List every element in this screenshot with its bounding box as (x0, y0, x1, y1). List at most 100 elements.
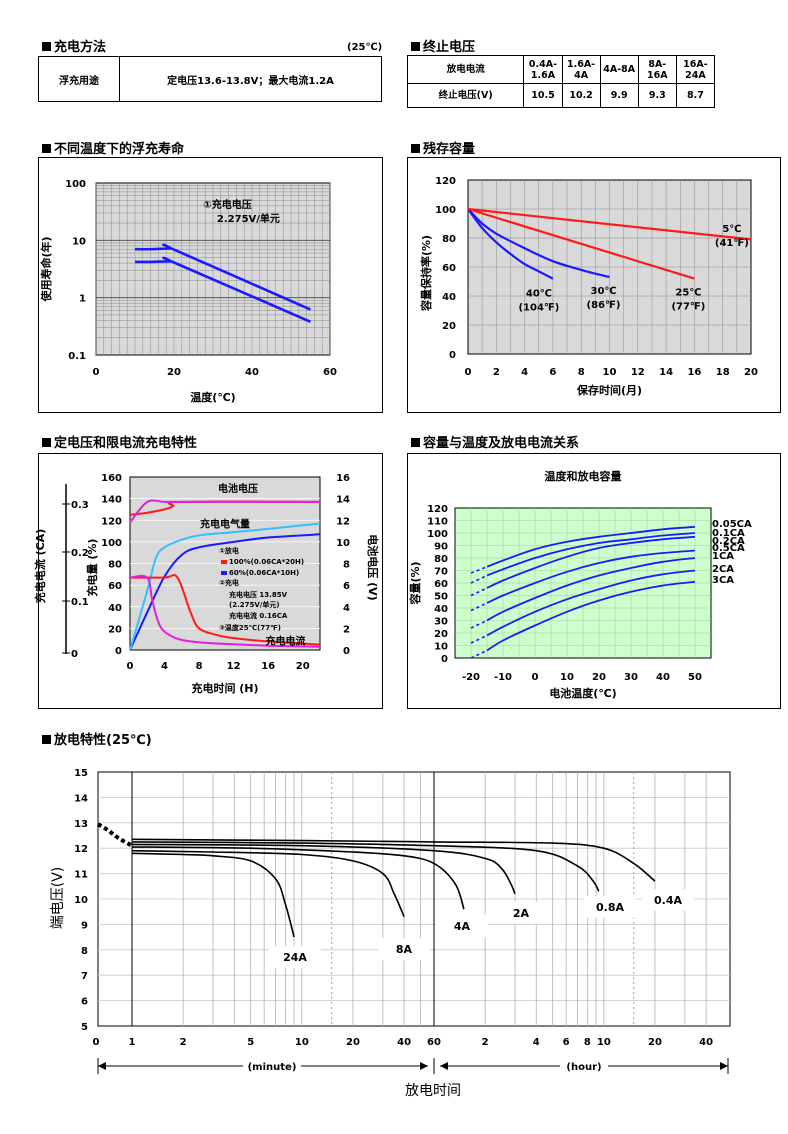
x-tick-label: 50 (688, 672, 702, 683)
series-label: (86℉) (587, 300, 621, 311)
cutoff-current-cell: 0.4A-1.6A (523, 55, 563, 84)
series-label: 0.1CA (712, 528, 745, 539)
series-label: 0.2CA (712, 536, 745, 547)
ca-axis-label: 充电电流 (CA) (33, 529, 47, 603)
y-tick-label: 110 (427, 517, 448, 528)
x-tick-label: 16 (687, 367, 701, 378)
charge-chart-box (38, 453, 383, 709)
y-tick-label: 5 (81, 1022, 88, 1033)
legend-line: 充电电压 13.85V (229, 590, 288, 599)
annotation-line: 2.275V/单元 (217, 212, 280, 225)
y-tick-label: 30 (434, 617, 448, 628)
x-tick-label: 0 (127, 661, 134, 672)
y-tick-label: 90 (434, 542, 448, 553)
y1-tick-label: 40 (108, 603, 122, 614)
label-bg (584, 896, 636, 918)
label-bg (378, 938, 430, 960)
legend-swatch (221, 560, 227, 564)
x-tick-label: 12 (631, 367, 645, 378)
x-tick-label: 20 (648, 1037, 662, 1048)
series-label: 1CA (712, 551, 734, 562)
x-tick-label: 20 (592, 672, 606, 683)
ca-tick-label: 0.1 (71, 597, 89, 608)
residual-series-line (467, 207, 752, 241)
residual-series-line (467, 208, 554, 280)
x-axis-label: 保存时间(月) (576, 383, 642, 397)
x-tick-label: 4 (521, 367, 528, 378)
x-tick-label: 0 (532, 672, 539, 683)
y-tick-label: 7 (81, 971, 88, 982)
x-tick-label: 4 (533, 1037, 540, 1048)
life-chart: 100 10 1 0.1 0 20 40 60 温度(℃) 使用寿命(年) ①充电电压2.275V/… (39, 179, 337, 404)
y2-tick-label: 16 (336, 473, 350, 484)
series-label: 电池电压 (218, 482, 258, 495)
y1-tick-label: 80 (108, 560, 122, 571)
x-tick-label: 4 (161, 661, 168, 672)
x-tick-label: 20 (167, 367, 181, 378)
arrow-head-icon (420, 1062, 428, 1070)
y1-tick-label: 20 (108, 624, 122, 635)
series-label: 2CA (712, 564, 734, 575)
y-tick-label: 13 (74, 819, 88, 830)
capacity-title: 容量与温度及放电电流关系 (411, 432, 579, 451)
x-tick-label: 0 (93, 367, 100, 378)
residual-chart: 0 20 40 60 80 100 120 0 2 4 6 8 10 12 14 16 18 20 保存时间(月) 容… (419, 176, 758, 397)
x-tick-label: 18 (716, 367, 730, 378)
x-tick-label: 10 (603, 367, 617, 378)
y-tick-label: 0 (449, 350, 456, 361)
y-tick-label: 15 (74, 768, 88, 779)
bullet-square-icon (42, 438, 51, 447)
x-tick-label: 2 (180, 1037, 187, 1048)
y-tick-label: 12 (74, 844, 88, 855)
x-axis-label: 充电时间 (H) (191, 681, 258, 695)
series-label: (41℉) (715, 238, 749, 249)
legend-line: ①放电 (219, 546, 239, 555)
y2-tick-label: 6 (343, 581, 350, 592)
capacity-series-dash (470, 619, 488, 629)
x-tick-label: 14 (659, 367, 673, 378)
float-usage-value: 定电压13.6-13.8V；最大电流1.2A (119, 56, 382, 102)
temp-note: (25℃) (347, 42, 383, 53)
x-axis-label: 放电时间 (405, 1083, 461, 1099)
cutoff-voltage-cell: 10.5 (523, 83, 563, 108)
x-tick-label: 40 (245, 367, 259, 378)
y2-tick-label: 0 (343, 646, 350, 657)
x-tick-label: 20 (296, 661, 310, 672)
series-label: 4A (454, 920, 471, 933)
capacity-series-dash (470, 587, 488, 597)
discharge-series-line (131, 843, 516, 895)
y-tick-label: 6 (81, 997, 88, 1008)
series-label: 5℃ (722, 224, 741, 235)
y-tick-label: 40 (434, 604, 448, 615)
y-tick-label: 100 (65, 179, 86, 190)
x-tick-label: 6 (549, 367, 556, 378)
x-tick-label: 10 (597, 1037, 611, 1048)
y-tick-label: 120 (435, 176, 456, 187)
capacity-series-line (486, 580, 696, 652)
capacity-series-line (486, 532, 696, 577)
y-tick-label: 60 (434, 579, 448, 590)
series-label: 40℃ (526, 289, 552, 300)
x-tick-label: 12 (227, 661, 241, 672)
charge-series-line (130, 574, 321, 646)
legend-line: (2.275V/单元) (229, 600, 280, 609)
x-tick-label: 20 (744, 367, 758, 378)
y-tick-label: 100 (435, 205, 456, 216)
x-tick-label: 5 (247, 1037, 254, 1048)
arrow-head-icon (440, 1062, 448, 1070)
y1-tick-label: 0 (115, 646, 122, 657)
arrow-head-icon (720, 1062, 728, 1070)
y1-tick-label: 60 (108, 581, 122, 592)
discharge-series-line (131, 849, 405, 918)
capacity-series-dash (470, 566, 488, 574)
bullet-square-icon (42, 42, 51, 51)
float-usage-label: 浮充用途 (38, 56, 120, 102)
series-label: 0.05CA (712, 519, 752, 530)
x-tick-label: 6 (563, 1037, 570, 1048)
series-label: 2A (513, 907, 530, 920)
discharge-series-line (131, 846, 465, 910)
x-tick-label: 10 (560, 672, 574, 683)
capacity-series-line (486, 557, 696, 622)
